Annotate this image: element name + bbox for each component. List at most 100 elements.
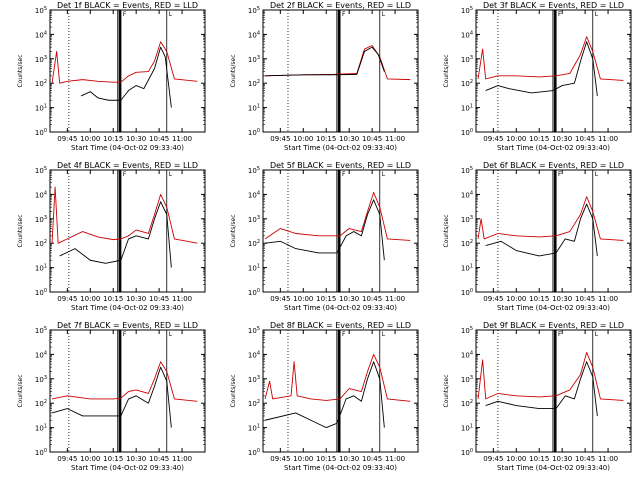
x-tick-label: 10:00 xyxy=(80,295,100,303)
x-tick-label: 10:30 xyxy=(126,455,146,463)
panel-title: Det 4f BLACK = Events, RED = LLD xyxy=(57,161,198,170)
x-axis-label: Start Time (04-Oct-02 09:33:40) xyxy=(284,304,397,312)
marker-label: F xyxy=(342,331,346,338)
plot-frame xyxy=(475,9,632,133)
x-tick-label: 11:00 xyxy=(172,135,192,143)
x-tick-label: 10:30 xyxy=(552,135,572,143)
x-tick-label: 10:30 xyxy=(339,455,359,463)
marker-label: F xyxy=(342,11,346,18)
lld-series-line xyxy=(264,353,411,402)
panel-3: Det 3f BLACK = Events, RED = LLD 100 101 10… xyxy=(443,1,632,152)
events-series-line xyxy=(264,199,385,261)
y-axis-label: Counts/sec xyxy=(17,214,24,247)
x-tick-label: 10:15 xyxy=(103,455,123,463)
y-tick-label: 100 xyxy=(35,128,47,137)
y-tick-label: 100 xyxy=(461,288,473,297)
plot-frame xyxy=(49,169,206,293)
x-tick-label: 09:45 xyxy=(57,455,77,463)
x-axis-label: Start Time (04-Oct-02 09:33:40) xyxy=(284,464,397,472)
y-tick-label: 103 xyxy=(248,375,260,384)
y-tick-label: 105 xyxy=(35,6,47,15)
x-tick-label: 10:15 xyxy=(529,455,549,463)
panel-2: Det 2f BLACK = Events, RED = LLD 100 101 10… xyxy=(230,1,419,152)
events-series-line xyxy=(59,201,172,268)
x-tick-label: 10:15 xyxy=(529,135,549,143)
y-tick-label: 103 xyxy=(35,215,47,224)
x-tick-label: 10:00 xyxy=(293,135,313,143)
x-tick-label: 10:15 xyxy=(316,455,336,463)
y-axis-label: Counts/sec xyxy=(230,214,237,247)
x-tick-label: 10:45 xyxy=(575,295,595,303)
marker-label: F xyxy=(342,171,346,178)
lld-series-line xyxy=(51,41,198,84)
y-tick-label: 101 xyxy=(35,104,47,113)
lld-series-line xyxy=(477,36,624,81)
x-tick-label: 10:45 xyxy=(149,455,169,463)
marker-label: F xyxy=(123,11,127,18)
y-tick-label: 105 xyxy=(35,166,47,175)
marker-label: L xyxy=(382,331,386,338)
x-tick-label: 09:45 xyxy=(270,295,290,303)
x-tick-label: 09:45 xyxy=(270,135,290,143)
y-tick-label: 103 xyxy=(248,215,260,224)
x-axis-label: Start Time (04-Oct-02 09:33:40) xyxy=(497,144,610,152)
panel-title: Det 8f BLACK = Events, RED = LLD xyxy=(270,321,411,330)
x-tick-label: 10:00 xyxy=(293,455,313,463)
panel-1: Det 1f BLACK = Events, RED = LLD 100 101 10… xyxy=(17,1,206,152)
plot-frame xyxy=(49,9,206,133)
panel-title: Det 7f BLACK = Events, RED = LLD xyxy=(57,321,198,330)
x-tick-label: 10:00 xyxy=(506,135,526,143)
y-tick-label: 100 xyxy=(248,288,260,297)
y-axis-label: Counts/sec xyxy=(17,54,24,87)
y-tick-label: 102 xyxy=(461,79,473,88)
x-tick-label: 09:45 xyxy=(270,455,290,463)
y-tick-label: 102 xyxy=(248,239,260,248)
y-tick-label: 101 xyxy=(248,424,260,433)
y-tick-label: 101 xyxy=(461,424,473,433)
events-series-line xyxy=(265,46,385,77)
y-tick-label: 102 xyxy=(35,399,47,408)
x-axis-label: Start Time (04-Oct-02 09:33:40) xyxy=(497,464,610,472)
y-tick-label: 104 xyxy=(461,30,473,39)
x-tick-label: 10:00 xyxy=(80,135,100,143)
marker-label: L xyxy=(169,171,173,178)
y-tick-label: 105 xyxy=(248,166,260,175)
y-tick-label: 101 xyxy=(461,264,473,273)
y-tick-label: 102 xyxy=(248,399,260,408)
plot-frame xyxy=(475,329,632,453)
lld-series-line xyxy=(477,196,624,241)
y-tick-label: 103 xyxy=(461,215,473,224)
lld-series-line xyxy=(477,352,624,401)
x-tick-label: 10:15 xyxy=(316,295,336,303)
events-series-line xyxy=(485,203,598,257)
x-tick-label: 10:15 xyxy=(316,135,336,143)
y-tick-label: 104 xyxy=(248,30,260,39)
marker-label: L xyxy=(169,11,173,18)
marker-label: F xyxy=(123,331,127,338)
y-axis-label: Counts/sec xyxy=(230,374,237,407)
x-tick-label: 10:45 xyxy=(149,295,169,303)
y-tick-label: 102 xyxy=(248,79,260,88)
panel-title: Det 3f BLACK = Events, RED = LLD xyxy=(483,1,624,10)
y-axis-label: Counts/sec xyxy=(17,374,24,407)
events-series-line xyxy=(80,46,172,108)
y-tick-label: 102 xyxy=(461,239,473,248)
y-tick-label: 100 xyxy=(461,448,473,457)
x-tick-label: 10:30 xyxy=(126,135,146,143)
panel-8: Det 8f BLACK = Events, RED = LLD 100 101 10… xyxy=(230,321,419,472)
y-tick-label: 104 xyxy=(461,350,473,359)
y-tick-label: 100 xyxy=(248,128,260,137)
marker-label: F xyxy=(123,171,127,178)
x-tick-label: 10:30 xyxy=(552,455,572,463)
x-tick-label: 10:30 xyxy=(339,135,359,143)
y-tick-label: 104 xyxy=(461,190,473,199)
x-tick-label: 11:00 xyxy=(385,455,405,463)
y-tick-label: 103 xyxy=(35,55,47,64)
lld-series-line xyxy=(51,361,198,402)
x-tick-label: 10:15 xyxy=(529,295,549,303)
y-tick-label: 101 xyxy=(461,104,473,113)
y-axis-label: Counts/sec xyxy=(443,214,450,247)
y-tick-label: 101 xyxy=(248,264,260,273)
x-tick-label: 10:45 xyxy=(575,455,595,463)
y-tick-label: 103 xyxy=(461,375,473,384)
